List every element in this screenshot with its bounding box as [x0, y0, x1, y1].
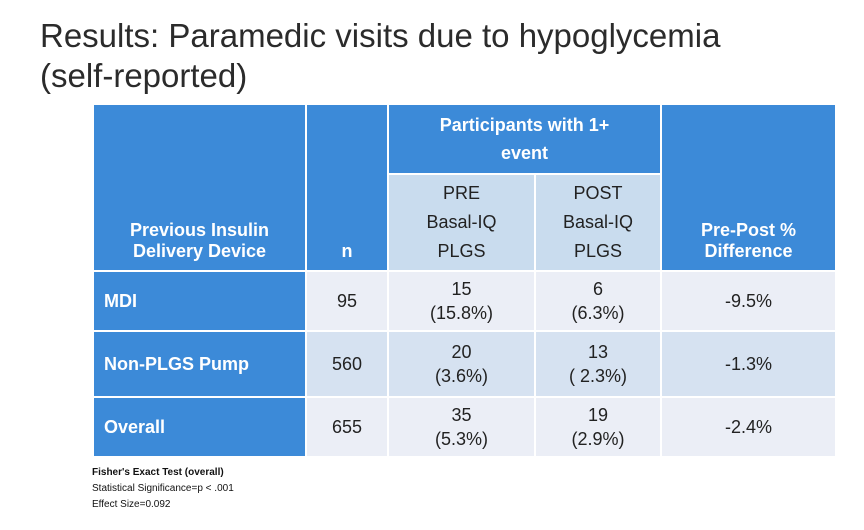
- slide-title-line1: Results: Paramedic visits due to hypogly…: [40, 17, 721, 54]
- header-device-line1: Previous Insulin: [129, 220, 270, 240]
- header-pre-line2: Basal-IQ: [426, 212, 497, 232]
- row-pre-count: 35: [451, 405, 472, 425]
- footnote: Fisher's Exact Test (overall) Statistica…: [92, 465, 234, 513]
- slide-title: Results: Paramedic visits due to hypogly…: [40, 16, 820, 96]
- row-n: 95: [305, 270, 389, 332]
- footnote-heading: Fisher's Exact Test (overall): [92, 467, 224, 478]
- row-device: MDI: [92, 270, 307, 332]
- row-post: 13 ( 2.3%): [534, 330, 662, 398]
- header-n-label: n: [341, 241, 353, 261]
- header-device-line2: Delivery Device: [132, 241, 267, 261]
- header-participants: Participants with 1+ event: [387, 103, 662, 175]
- row-pre: 15 (15.8%): [387, 270, 536, 332]
- header-device: Previous Insulin Delivery Device: [92, 103, 307, 272]
- header-difference-line1: Pre-Post %: [700, 220, 797, 240]
- row-n: 655: [305, 396, 389, 458]
- row-pre: 35 (5.3%): [387, 396, 536, 458]
- row-pre-count: 15: [451, 279, 472, 299]
- header-participants-line2: event: [500, 143, 549, 163]
- header-post-line3: PLGS: [573, 241, 623, 261]
- row-pre-count: 20: [451, 342, 472, 362]
- header-pre: PRE Basal-IQ PLGS: [387, 173, 536, 272]
- header-post: POST Basal-IQ PLGS: [534, 173, 662, 272]
- row-device: Non-PLGS Pump: [92, 330, 307, 398]
- footnote-effect-size: Effect Size=0.092: [92, 499, 171, 510]
- row-diff: -9.5%: [660, 270, 837, 332]
- table-row: Non-PLGS Pump 560 20 (3.6%) 13 ( 2.3%) -…: [92, 330, 837, 398]
- row-diff: -1.3%: [660, 330, 837, 398]
- row-pre-pct: (3.6%): [434, 366, 488, 386]
- row-post-count: 19: [587, 405, 609, 425]
- header-post-line2: Basal-IQ: [562, 212, 634, 232]
- header-difference: Pre-Post % Difference: [660, 103, 837, 272]
- row-device: Overall: [92, 396, 307, 458]
- slide-title-line2: (self-reported): [40, 57, 248, 94]
- table-row: MDI 95 15 (15.8%) 6 (6.3%) -9.5%: [92, 270, 837, 332]
- header-difference-line2: Difference: [704, 241, 793, 261]
- row-n: 560: [305, 330, 389, 398]
- results-table: Previous Insulin Delivery Device n Parti…: [92, 103, 837, 458]
- table-row: Overall 655 35 (5.3%) 19 (2.9%) -2.4%: [92, 396, 837, 458]
- row-post-count: 13: [587, 342, 609, 362]
- row-pre: 20 (3.6%): [387, 330, 536, 398]
- row-post-count: 6: [592, 279, 603, 299]
- row-pre-pct: (15.8%): [429, 303, 494, 323]
- header-participants-line1: Participants with 1+: [439, 115, 610, 135]
- row-post-pct: (6.3%): [571, 303, 625, 323]
- row-post-pct: ( 2.3%): [568, 366, 628, 386]
- header-pre-line3: PLGS: [437, 241, 486, 261]
- header-post-line1: POST: [573, 183, 623, 203]
- header-n: n: [305, 103, 389, 272]
- header-pre-line1: PRE: [442, 183, 480, 203]
- row-diff: -2.4%: [660, 396, 837, 458]
- row-post-pct: (2.9%): [571, 429, 625, 449]
- row-pre-pct: (5.3%): [434, 429, 488, 449]
- row-post: 19 (2.9%): [534, 396, 662, 458]
- footnote-significance: Statistical Significance=p < .001: [92, 483, 234, 494]
- row-post: 6 (6.3%): [534, 270, 662, 332]
